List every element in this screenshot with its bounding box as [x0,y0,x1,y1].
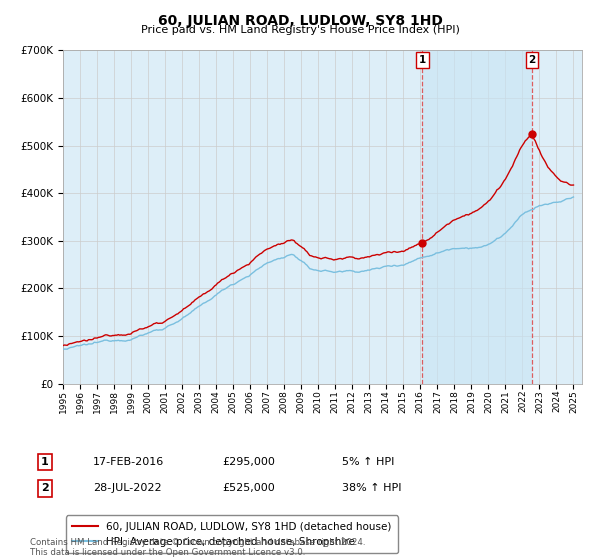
Text: 17-FEB-2016: 17-FEB-2016 [93,457,164,467]
Text: 1: 1 [41,457,49,467]
Text: 60, JULIAN ROAD, LUDLOW, SY8 1HD: 60, JULIAN ROAD, LUDLOW, SY8 1HD [158,14,442,28]
Text: 1: 1 [419,55,426,65]
Bar [422,50,532,384]
Text: 28-JUL-2022: 28-JUL-2022 [93,483,161,493]
Text: Contains HM Land Registry data © Crown copyright and database right 2024.
This d: Contains HM Land Registry data © Crown c… [30,538,365,557]
Text: 5% ↑ HPI: 5% ↑ HPI [342,457,394,467]
Text: £295,000: £295,000 [222,457,275,467]
Text: £525,000: £525,000 [222,483,275,493]
Text: 38% ↑ HPI: 38% ↑ HPI [342,483,401,493]
Text: Price paid vs. HM Land Registry's House Price Index (HPI): Price paid vs. HM Land Registry's House … [140,25,460,35]
Text: 2: 2 [529,55,536,65]
Text: 2: 2 [41,483,49,493]
Legend: 60, JULIAN ROAD, LUDLOW, SY8 1HD (detached house), HPI: Average price, detached : 60, JULIAN ROAD, LUDLOW, SY8 1HD (detach… [65,515,398,553]
